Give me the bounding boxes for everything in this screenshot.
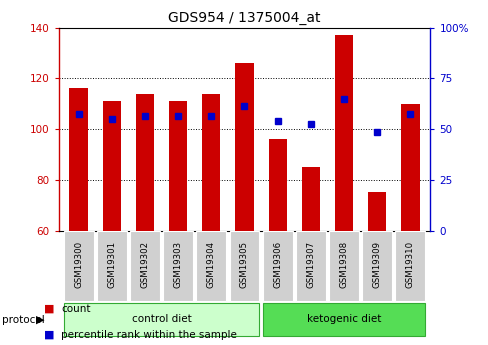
- Bar: [202, 93, 220, 230]
- FancyBboxPatch shape: [63, 231, 93, 301]
- Text: percentile rank within the sample: percentile rank within the sample: [61, 330, 237, 339]
- Title: GDS954 / 1375004_at: GDS954 / 1375004_at: [168, 11, 320, 25]
- Bar: [69, 88, 87, 230]
- Text: GSM19308: GSM19308: [339, 241, 348, 288]
- Text: ketogenic diet: ketogenic diet: [306, 314, 381, 324]
- Bar: [102, 101, 121, 230]
- FancyBboxPatch shape: [395, 231, 425, 301]
- FancyBboxPatch shape: [328, 231, 358, 301]
- Bar: [334, 35, 352, 230]
- FancyBboxPatch shape: [163, 231, 193, 301]
- FancyBboxPatch shape: [229, 231, 259, 301]
- FancyBboxPatch shape: [362, 231, 391, 301]
- Bar: [136, 93, 154, 230]
- Text: ■: ■: [43, 330, 54, 339]
- FancyBboxPatch shape: [63, 303, 259, 336]
- FancyBboxPatch shape: [130, 231, 160, 301]
- Text: GSM19309: GSM19309: [372, 241, 381, 288]
- FancyBboxPatch shape: [196, 231, 226, 301]
- Text: ■: ■: [43, 304, 54, 314]
- Text: GSM19300: GSM19300: [74, 241, 83, 288]
- Text: GSM19305: GSM19305: [240, 241, 248, 288]
- Text: GSM19310: GSM19310: [405, 241, 414, 288]
- FancyBboxPatch shape: [295, 231, 325, 301]
- FancyBboxPatch shape: [262, 231, 292, 301]
- FancyBboxPatch shape: [262, 303, 425, 336]
- Bar: [268, 139, 286, 230]
- Text: control diet: control diet: [131, 314, 191, 324]
- Bar: [367, 193, 386, 230]
- Text: ▶: ▶: [36, 315, 44, 325]
- Text: GSM19302: GSM19302: [140, 241, 149, 288]
- Text: count: count: [61, 304, 90, 314]
- Text: GSM19301: GSM19301: [107, 241, 116, 288]
- FancyBboxPatch shape: [97, 231, 126, 301]
- Bar: [169, 101, 187, 230]
- Bar: [235, 63, 253, 230]
- Bar: [401, 104, 419, 230]
- Text: GSM19307: GSM19307: [306, 241, 315, 288]
- Bar: [301, 167, 319, 230]
- Text: GSM19304: GSM19304: [206, 241, 215, 288]
- Text: protocol: protocol: [2, 315, 45, 325]
- Text: GSM19303: GSM19303: [173, 241, 182, 288]
- Text: GSM19306: GSM19306: [273, 241, 282, 288]
